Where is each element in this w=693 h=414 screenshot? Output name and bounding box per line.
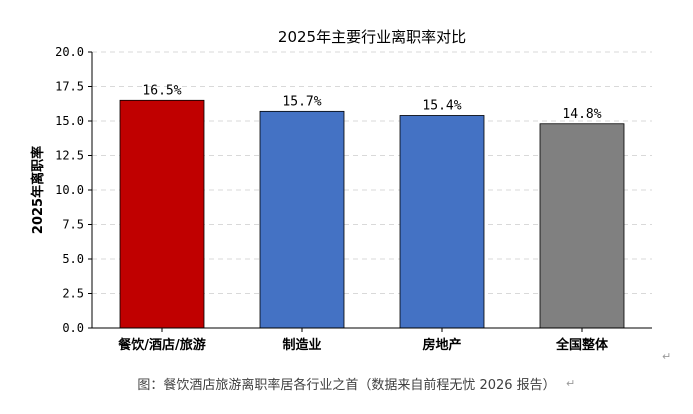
y-axis-label: 2025年离职率	[30, 146, 46, 234]
y-tick-label: 12.5	[55, 149, 84, 163]
y-tick-label: 17.5	[55, 80, 84, 94]
x-tick-label: 制造业	[282, 337, 321, 353]
y-tick-label: 0.0	[62, 321, 84, 335]
bar	[399, 115, 485, 329]
y-tick-label: 2.5	[62, 287, 84, 301]
bar-chart: 16.5% 15.7% 15.4% 14.8% 0.0 2.5 5.0 7.5 10.0 12.…	[30, 28, 652, 353]
paragraph-mark-icon: ↵	[662, 350, 672, 363]
x-tick-label: 餐饮/酒店/旅游	[117, 337, 206, 353]
y-tick-label: 20.0	[55, 45, 84, 59]
chart-title: 2025年主要行业离职率对比	[278, 28, 466, 46]
bars	[119, 99, 625, 329]
y-tick-label: 15.0	[55, 114, 84, 128]
y-tick-label: 10.0	[55, 183, 84, 197]
x-ticks: 餐饮/酒店/旅游 制造业 房地产 全国整体	[117, 328, 609, 353]
y-tick-label: 5.0	[62, 252, 84, 266]
y-tick-label: 7.5	[62, 218, 84, 232]
bar-value-labels: 16.5% 15.7% 15.4% 14.8%	[142, 83, 601, 121]
y-ticks: 0.0 2.5 5.0 7.5 10.0 12.5 15.0 17.5 20.0	[55, 45, 92, 335]
bar-value-label: 16.5%	[142, 83, 181, 98]
bar	[119, 99, 205, 329]
x-tick-label: 全国整体	[555, 337, 609, 353]
x-tick-label: 房地产	[422, 337, 461, 353]
bar-value-label: 15.7%	[282, 94, 321, 109]
bar-value-label: 14.8%	[562, 107, 601, 122]
bar-value-label: 15.4%	[422, 98, 461, 113]
paragraph-mark-icon: ↵	[566, 377, 576, 390]
figure-caption: 图：餐饮酒店旅游离职率居各行业之首（数据来自前程无忧 2026 报告）	[137, 378, 556, 393]
bar	[539, 123, 625, 329]
bar	[259, 110, 345, 329]
